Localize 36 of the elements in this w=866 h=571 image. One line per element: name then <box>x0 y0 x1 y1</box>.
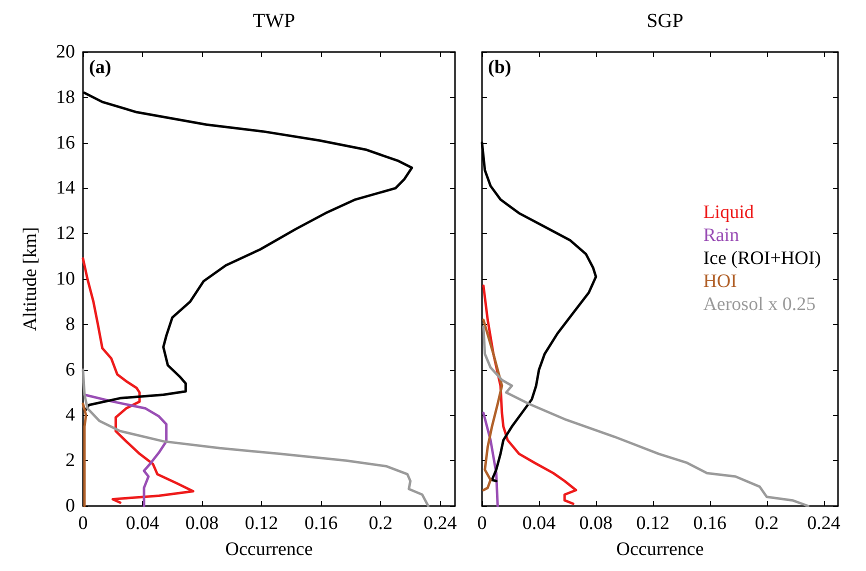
x-tick-label: 0.16 <box>304 513 338 534</box>
x-axis-title: Occurrence <box>616 539 704 560</box>
x-tick-label: 0.24 <box>807 513 841 534</box>
y-tick-label: 18 <box>56 86 75 108</box>
text: Rain <box>703 225 740 246</box>
x-tick-label: 0 <box>477 513 487 534</box>
x-tick-label: 0.08 <box>185 513 219 534</box>
y-tick-label: 20 <box>56 42 75 62</box>
x-tick-label: 0.16 <box>693 513 726 534</box>
x-tick-label: 0.2 <box>368 513 392 534</box>
y-tick-label: 10 <box>56 268 75 290</box>
x-tick-label: 0.04 <box>522 513 556 534</box>
x-tick-label: 0.24 <box>423 513 458 534</box>
text: Aerosol x 0.25 <box>703 294 816 315</box>
text: Liquid <box>703 202 754 223</box>
y-tick-label: 4 <box>66 404 76 426</box>
x-tick-label: 0.12 <box>244 513 278 534</box>
y-tick-label: 6 <box>66 359 75 380</box>
annotation: (a) <box>89 57 112 78</box>
y-tick-label: 16 <box>56 132 75 154</box>
y-tick-label: 8 <box>66 314 75 335</box>
x-axis-title: Occurrence <box>225 539 313 560</box>
y-tick-label: 2 <box>66 450 75 472</box>
x-tick-label: 0.2 <box>754 513 779 534</box>
annotation: (b) <box>488 57 512 78</box>
x-tick-label: 0.12 <box>636 513 670 534</box>
y-axis-title: Altitude [km] <box>20 227 41 331</box>
x-tick-label: 0.04 <box>126 513 160 534</box>
x-tick-label: 0.08 <box>579 513 613 534</box>
chart-title: TWP <box>252 10 296 32</box>
chart-title: SGP <box>646 10 684 32</box>
y-tick-label: 14 <box>56 178 76 199</box>
y-tick-label: 0 <box>66 496 75 516</box>
legend-label: Ice (ROI+HOI) <box>703 248 822 269</box>
text: HOI <box>703 271 737 292</box>
y-tick-label: 12 <box>56 223 75 244</box>
